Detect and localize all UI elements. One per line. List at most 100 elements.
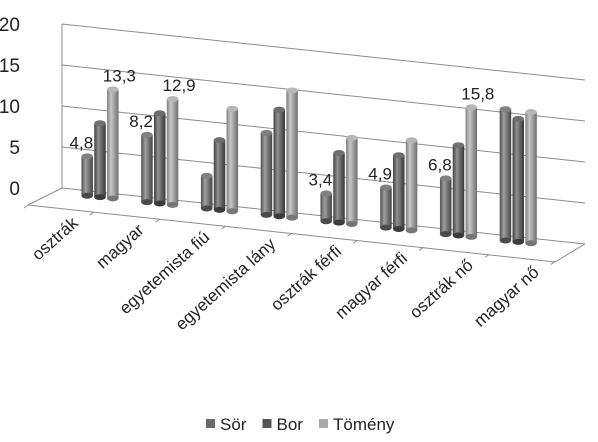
- bar-base: [213, 206, 226, 213]
- legend-item: Sör: [206, 415, 247, 434]
- data-label: 8,2: [129, 112, 153, 131]
- x-tick-label: magyar nő: [470, 263, 542, 331]
- bar-top: [154, 110, 166, 117]
- bar-top: [333, 149, 345, 156]
- x-tick-label: magyar férfi: [332, 249, 411, 323]
- bar-body: [94, 123, 106, 198]
- legend-item: Tömény: [319, 415, 395, 434]
- bar-body: [81, 156, 93, 196]
- x-tick-mark: [155, 218, 161, 223]
- bar-top: [380, 184, 392, 191]
- y-axis: 0 5 10 15 20: [0, 15, 20, 200]
- y-tick-label: 10: [0, 97, 20, 118]
- bar-body: [333, 152, 345, 223]
- data-labels: 4,8 13,3 8,2 12,9 3,4 4,9 6,8 15,8: [70, 66, 495, 189]
- bar-body: [166, 99, 179, 205]
- data-label: 3,4: [309, 170, 333, 189]
- bar: [200, 172, 213, 212]
- bar-base: [380, 224, 392, 231]
- data-label: 4,9: [368, 165, 392, 184]
- x-tick-label: osztrák férfi: [267, 242, 345, 315]
- bar-body: [273, 109, 285, 217]
- x-tick-label: osztrák: [28, 213, 82, 264]
- gridline: [61, 23, 586, 81]
- y-tick-label: 0: [9, 179, 20, 200]
- bar-body: [346, 137, 358, 225]
- bar: [465, 104, 478, 240]
- legend-label: Sör: [220, 415, 247, 434]
- legend-swatch: [262, 419, 272, 428]
- bar-body: [320, 193, 332, 222]
- x-tick-mark: [418, 246, 424, 251]
- bar-base: [81, 192, 93, 199]
- bar-base: [226, 208, 239, 215]
- bar-body: [439, 178, 452, 235]
- bar-top: [393, 152, 405, 159]
- bar-top: [512, 115, 524, 122]
- data-label: 6,8: [428, 155, 452, 174]
- x-tick-label: osztrák nő: [406, 256, 477, 323]
- bar-base: [525, 240, 537, 247]
- bar-body: [213, 140, 226, 210]
- bar-base: [286, 214, 298, 221]
- bar: [525, 109, 537, 247]
- bar-body: [499, 109, 512, 241]
- bar-body: [260, 132, 273, 215]
- x-tick-mark: [221, 225, 226, 230]
- bar: [439, 175, 452, 238]
- bar-top: [320, 190, 332, 197]
- bar-base: [346, 221, 358, 228]
- legend-label: Tömény: [333, 415, 395, 434]
- bar-base: [94, 194, 106, 201]
- bar: [320, 190, 332, 225]
- bar-base: [405, 227, 418, 234]
- bar: [380, 184, 392, 231]
- bar-body: [405, 140, 418, 231]
- bar: [273, 106, 285, 220]
- bar: [226, 105, 239, 215]
- y-tick-label: 5: [9, 138, 20, 159]
- bar-body: [200, 175, 213, 209]
- bar-top: [81, 153, 93, 160]
- bar-top: [465, 104, 478, 111]
- bar-top: [439, 175, 452, 182]
- bar-base: [154, 200, 166, 207]
- bar-base: [499, 237, 512, 244]
- y-tick-label: 20: [0, 15, 20, 36]
- bar: [512, 115, 524, 245]
- bar: [393, 152, 405, 233]
- bar-body: [141, 134, 153, 203]
- bar-top: [286, 87, 298, 94]
- bar-base: [333, 219, 345, 226]
- bar: [94, 120, 106, 201]
- bar-top: [107, 86, 119, 93]
- x-tick-label: magyar: [93, 220, 148, 272]
- x-tick-mark: [550, 261, 556, 265]
- bar-top: [200, 172, 213, 179]
- bar: [286, 87, 298, 221]
- bar: [333, 149, 345, 226]
- bar: [81, 153, 93, 199]
- bar-body: [393, 155, 405, 230]
- gridline: [61, 64, 586, 122]
- floor-left-edge: [27, 187, 63, 206]
- bar-body: [286, 90, 298, 218]
- data-label: 15,8: [461, 84, 494, 103]
- bar-base: [452, 232, 465, 239]
- data-label: 13,3: [103, 66, 136, 85]
- legend-swatch: [319, 419, 328, 428]
- bar-body: [525, 112, 537, 244]
- bar: [452, 142, 465, 239]
- bar-top: [260, 129, 273, 136]
- x-tick-mark: [484, 253, 490, 258]
- bar-top: [525, 109, 537, 116]
- bar-body: [380, 187, 392, 228]
- data-label: 12,9: [163, 76, 196, 95]
- bar-body: [452, 145, 465, 236]
- bar-top: [273, 106, 285, 113]
- bar-base: [439, 231, 452, 238]
- bar-base: [166, 201, 179, 208]
- x-tick-mark: [287, 232, 292, 237]
- bar-base: [200, 205, 213, 212]
